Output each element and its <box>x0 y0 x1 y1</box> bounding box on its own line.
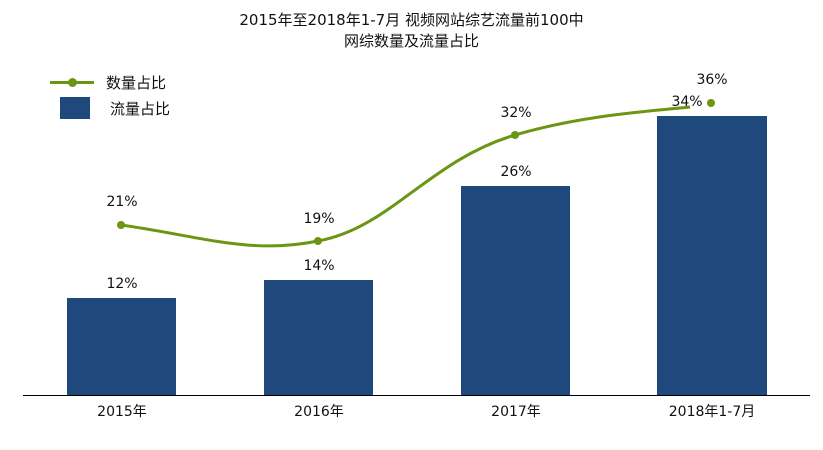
line-marker-icon <box>50 78 94 87</box>
x-axis <box>23 395 810 396</box>
bar-label: 14% <box>303 258 335 274</box>
bar-swatch-icon <box>60 97 90 119</box>
x-tick-label: 2018年1-7月 <box>668 404 756 420</box>
legend-item-traffic-share: 流量占比 <box>50 97 170 119</box>
chart-title: 2015年至2018年1-7月 视频网站综艺流量前100中 <box>239 11 584 29</box>
bar-2017 <box>461 186 570 395</box>
bar-2016 <box>264 280 373 395</box>
bar-2018 <box>657 116 767 395</box>
bar-label: 26% <box>500 164 532 180</box>
line-label: 36% <box>696 72 728 88</box>
legend-label: 流量占比 <box>110 99 171 118</box>
legend-label: 数量占比 <box>106 74 167 92</box>
bar-label: 12% <box>106 276 138 292</box>
bar-label: 34% <box>671 94 703 110</box>
line-label: 32% <box>500 105 532 121</box>
x-tick-label: 2017年 <box>491 404 541 420</box>
line-label: 19% <box>303 211 335 227</box>
x-tick-label: 2016年 <box>294 404 344 420</box>
chart-subtitle: 网综数量及流量占比 <box>343 32 479 50</box>
bar-2015 <box>67 298 176 395</box>
x-tick-label: 2015年 <box>97 404 147 420</box>
line-label: 21% <box>106 194 138 210</box>
legend-item-count-share: 数量占比 <box>50 72 166 93</box>
